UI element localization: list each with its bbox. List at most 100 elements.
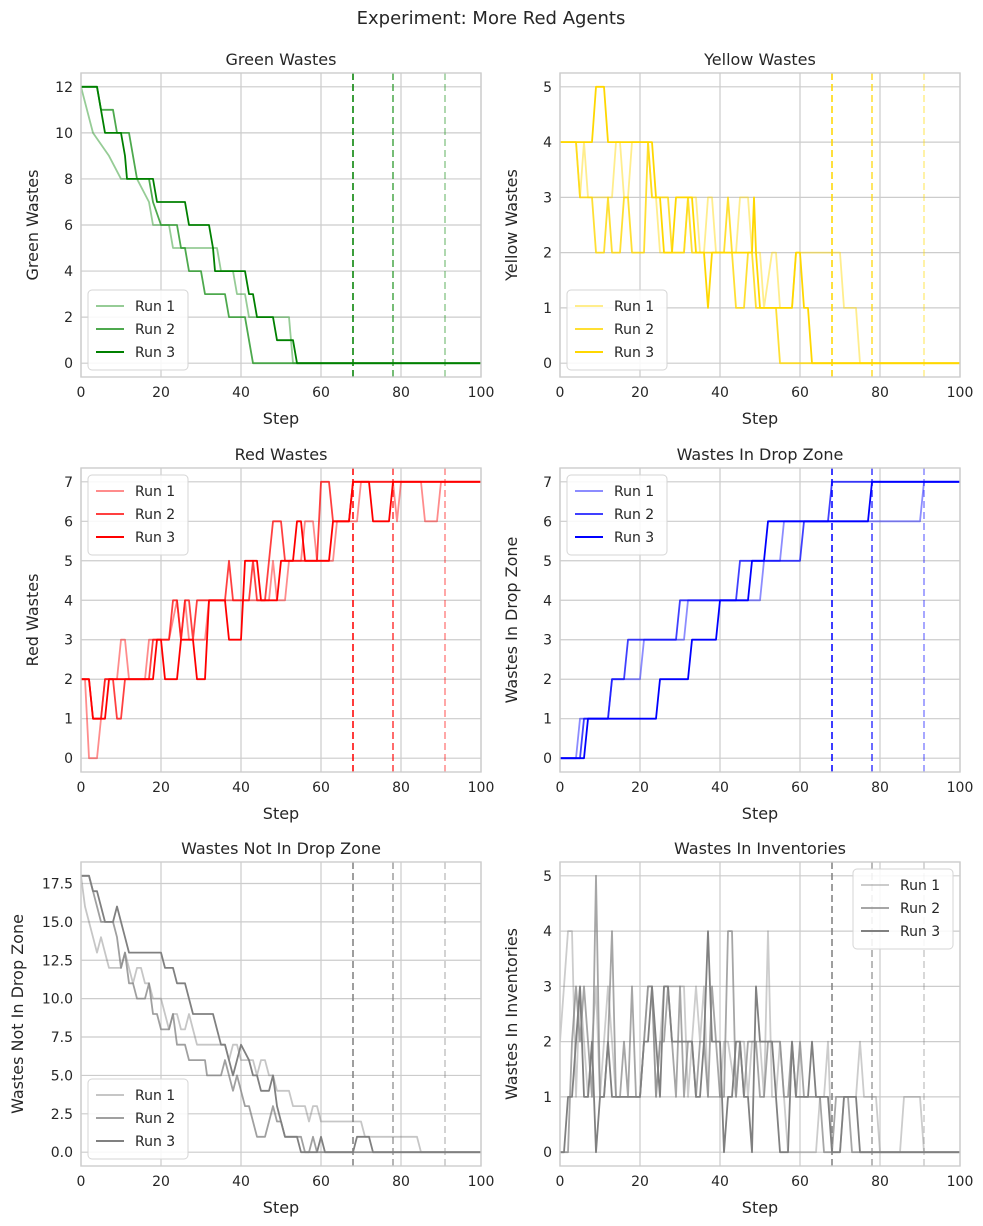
y-tick-label: 15.0 — [42, 915, 73, 931]
plot-frame — [559, 72, 961, 378]
subplot-1: 0 20 40 60 80 100 0 2 4 6 8 10 12 Green Wastes Step Gre… — [23, 50, 494, 428]
y-tick-label: 2 — [543, 246, 552, 262]
legend-box — [566, 289, 668, 371]
subplot-4: 0 20 40 60 80 100 0 1 2 3 4 5 6 7 Wastes In Drop Zone S… — [502, 445, 973, 823]
x-axis-label: Step — [742, 1198, 778, 1217]
x-tick-label: 40 — [711, 1174, 729, 1190]
x-tick-label: 100 — [947, 385, 974, 401]
series-line-3 — [81, 480, 481, 720]
plot-frame — [559, 861, 961, 1167]
x-tick-label: 0 — [556, 1174, 565, 1190]
x-tick-label: 100 — [947, 1174, 974, 1190]
y-tick-label: 0 — [543, 356, 552, 372]
x-axis-label: Step — [263, 1198, 299, 1217]
y-tick-label: 0 — [543, 1145, 552, 1161]
legend-label: Run 1 — [135, 484, 175, 500]
x-tick-label: 20 — [631, 1174, 649, 1190]
y-tick-label: 0 — [543, 751, 552, 767]
y-tick-label: 3 — [543, 190, 552, 206]
series-line-3 — [81, 85, 481, 365]
plot-frame — [80, 72, 482, 378]
y-tick-label: 5.0 — [51, 1068, 73, 1084]
y-tick-label: 5 — [543, 80, 552, 96]
legend-label: Run 2 — [900, 901, 940, 917]
x-tick-label: 40 — [232, 385, 250, 401]
y-tick-label: 12.5 — [42, 953, 73, 969]
x-tick-label: 100 — [468, 780, 495, 796]
x-tick-label: 80 — [871, 780, 889, 796]
x-tick-label: 20 — [152, 1174, 170, 1190]
y-tick-label: 2.5 — [51, 1107, 73, 1123]
y-tick-label: 6 — [64, 218, 73, 234]
x-tick-label: 40 — [232, 780, 250, 796]
x-tick-label: 40 — [232, 1174, 250, 1190]
series-line-3 — [560, 85, 960, 365]
x-tick-label: 100 — [468, 1174, 495, 1190]
plot-frame — [559, 467, 961, 773]
series-line-1 — [81, 86, 481, 365]
y-tick-label: 2 — [543, 672, 552, 688]
x-tick-label: 80 — [392, 780, 410, 796]
x-tick-label: 60 — [312, 1174, 330, 1190]
legend-label: Run 2 — [614, 507, 654, 523]
series-line-3 — [81, 874, 481, 1154]
x-tick-label: 60 — [791, 1174, 809, 1190]
y-tick-label: 7 — [543, 475, 552, 491]
legend-label: Run 2 — [135, 507, 175, 523]
legend-label: Run 1 — [900, 878, 940, 894]
y-tick-label: 7.5 — [51, 1030, 73, 1046]
x-axis-label: Step — [742, 409, 778, 428]
legend-label: Run 2 — [135, 322, 175, 338]
y-tick-label: 0.0 — [51, 1145, 73, 1161]
x-tick-label: 40 — [711, 780, 729, 796]
legend-box — [87, 474, 189, 556]
subplot-title: Wastes In Inventories — [674, 839, 846, 858]
subplot-title: Green Wastes — [226, 50, 337, 69]
y-tick-label: 4 — [543, 135, 552, 151]
series-line-1 — [560, 930, 960, 1154]
series-group — [560, 85, 960, 365]
x-tick-label: 80 — [392, 385, 410, 401]
y-tick-label: 3 — [543, 633, 552, 649]
y-tick-label: 3 — [64, 633, 73, 649]
legend-box — [87, 1078, 189, 1160]
y-tick-label: 6 — [64, 514, 73, 530]
x-tick-label: 100 — [468, 385, 495, 401]
y-axis-label: Red Wastes — [23, 574, 42, 667]
legend-label: Run 1 — [614, 299, 654, 315]
x-tick-label: 20 — [631, 385, 649, 401]
x-tick-label: 0 — [556, 780, 565, 796]
x-tick-label: 60 — [312, 385, 330, 401]
y-tick-label: 4 — [543, 593, 552, 609]
x-tick-label: 0 — [77, 385, 86, 401]
y-axis-label: Wastes Not In Drop Zone — [8, 914, 27, 1114]
x-axis-label: Step — [742, 804, 778, 823]
series-group — [560, 480, 960, 760]
legend-label: Run 3 — [614, 530, 654, 546]
x-axis-label: Step — [263, 804, 299, 823]
y-tick-label: 5 — [543, 554, 552, 570]
legend: Run 1 Run 2 Run 3 — [87, 474, 189, 556]
series-group — [560, 874, 960, 1154]
y-axis-label: Yellow Wastes — [502, 169, 521, 282]
legend: Run 1 Run 2 Run 3 — [852, 868, 954, 950]
legend-label: Run 3 — [135, 345, 175, 361]
plot-frame — [80, 467, 482, 773]
series-group — [81, 874, 481, 1154]
y-tick-label: 10.0 — [42, 992, 73, 1008]
series-line-3 — [560, 480, 960, 760]
x-tick-label: 100 — [947, 780, 974, 796]
y-tick-label: 4 — [64, 593, 73, 609]
subplot-title: Yellow Wastes — [703, 50, 816, 69]
series-group — [81, 480, 481, 760]
legend-label: Run 2 — [135, 1111, 175, 1127]
y-tick-label: 3 — [543, 979, 552, 995]
legend: Run 1 Run 2 Run 3 — [87, 1078, 189, 1160]
y-axis-label: Green Wastes — [23, 170, 42, 281]
x-tick-label: 80 — [392, 1174, 410, 1190]
y-axis-label: Wastes In Inventories — [502, 928, 521, 1100]
y-tick-label: 0 — [64, 356, 73, 372]
x-tick-label: 80 — [871, 385, 889, 401]
